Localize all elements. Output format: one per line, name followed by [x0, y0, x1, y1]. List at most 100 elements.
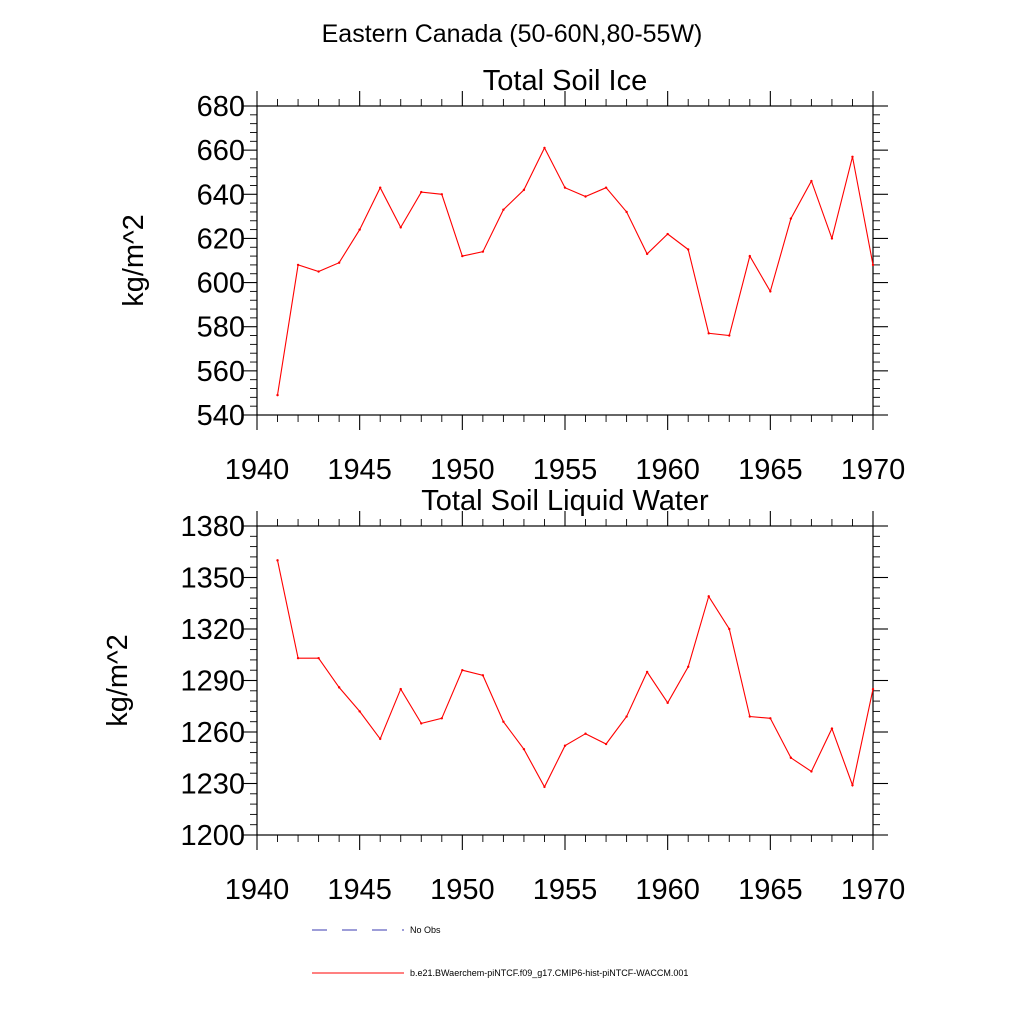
y-tick-label: 540 — [197, 400, 245, 432]
data-point — [851, 784, 854, 787]
data-point — [810, 770, 813, 773]
data-point — [440, 717, 443, 720]
figure-suptitle: Eastern Canada (50-60N,80-55W) — [322, 20, 703, 48]
data-point — [358, 710, 361, 713]
data-point — [502, 208, 505, 211]
data-point — [563, 186, 567, 189]
data-point — [687, 665, 690, 668]
plot-frame — [256, 105, 874, 416]
y-tick-label: 560 — [197, 356, 245, 388]
data-point — [502, 720, 505, 723]
y-tick-label: 1260 — [180, 717, 245, 749]
y-tick-label: 620 — [197, 223, 245, 255]
data-point — [481, 250, 485, 253]
data-point — [296, 263, 300, 267]
data-point — [830, 237, 834, 240]
x-tick-label: 1940 — [225, 454, 290, 486]
data-point — [399, 687, 402, 691]
data-point — [522, 747, 526, 751]
data-point — [625, 210, 628, 214]
data-point — [871, 263, 875, 267]
y-tick-label: 1320 — [180, 614, 245, 646]
data-point — [810, 179, 813, 183]
data-point — [358, 228, 361, 231]
data-point — [687, 248, 690, 251]
data-point — [296, 656, 300, 660]
data-point — [666, 701, 669, 705]
y-tick-label: 1350 — [180, 563, 245, 595]
x-tick-label: 1960 — [635, 454, 700, 486]
x-tick-label: 1965 — [738, 454, 803, 486]
data-point — [461, 254, 464, 258]
data-point — [379, 186, 382, 189]
data-point — [379, 737, 382, 741]
legend: No Obs b.e21.BWaerchem-piNTCF.f09_g17.CMI… — [312, 925, 688, 978]
y-tick-label: 580 — [197, 312, 245, 344]
x-tick-label: 1965 — [738, 874, 803, 906]
data-point — [728, 334, 731, 337]
data-point — [625, 715, 628, 718]
data-point — [584, 732, 587, 735]
data-point — [769, 290, 772, 293]
data-point — [789, 756, 793, 759]
x-tick-label: 1950 — [430, 454, 495, 486]
legend-label-model: b.e21.BWaerchem-piNTCF.f09_g17.CMIP6-his… — [410, 968, 688, 978]
data-point — [399, 226, 402, 229]
data-point — [851, 155, 854, 158]
y-tick-label: 680 — [197, 91, 245, 123]
y-axis-label: kg/m^2 — [118, 214, 150, 307]
x-tick-label: 1960 — [635, 874, 700, 906]
data-point — [317, 270, 320, 273]
data-point — [728, 627, 731, 631]
data-point — [830, 727, 834, 730]
data-point — [543, 785, 546, 789]
y-axis-label: kg/m^2 — [102, 634, 134, 727]
y-tick-label: 660 — [197, 135, 245, 167]
data-point — [604, 742, 608, 746]
data-point — [666, 232, 669, 236]
data-point — [871, 687, 875, 691]
x-tick-label: 1940 — [225, 874, 290, 906]
plot-frame — [256, 525, 874, 836]
x-tick-label: 1970 — [841, 454, 906, 486]
y-tick-label: 1380 — [180, 511, 245, 543]
data-point — [420, 190, 423, 194]
x-tick-label: 1945 — [327, 874, 392, 906]
data-point — [707, 332, 710, 335]
series-line-1 — [276, 560, 874, 789]
data-point — [645, 252, 649, 256]
data-point — [769, 717, 772, 720]
x-tick-label: 1955 — [533, 874, 598, 906]
data-point — [707, 595, 710, 598]
data-point — [337, 686, 341, 689]
y-tick-label: 600 — [197, 268, 245, 300]
y-tick-label: 640 — [197, 179, 245, 211]
data-point — [420, 722, 423, 725]
data-point — [461, 669, 464, 672]
x-tick-label: 1945 — [327, 454, 392, 486]
legend-label-no-obs: No Obs — [410, 925, 441, 935]
data-point — [584, 195, 587, 198]
y-tick-label: 1200 — [180, 820, 245, 852]
x-tick-label: 1950 — [430, 874, 495, 906]
x-tick-label: 1955 — [533, 454, 598, 486]
data-point — [317, 656, 320, 660]
data-point — [789, 217, 793, 220]
data-point — [563, 744, 567, 747]
data-point — [522, 188, 526, 192]
data-point — [748, 715, 751, 718]
data-point — [604, 186, 608, 189]
data-point — [748, 254, 751, 258]
data-point — [440, 193, 443, 196]
y-tick-label: 1230 — [180, 769, 245, 801]
series-line-1 — [276, 146, 874, 396]
data-point — [645, 670, 649, 674]
data-point — [276, 559, 279, 562]
data-point — [337, 261, 341, 264]
data-point — [276, 393, 279, 397]
data-point — [543, 146, 546, 150]
